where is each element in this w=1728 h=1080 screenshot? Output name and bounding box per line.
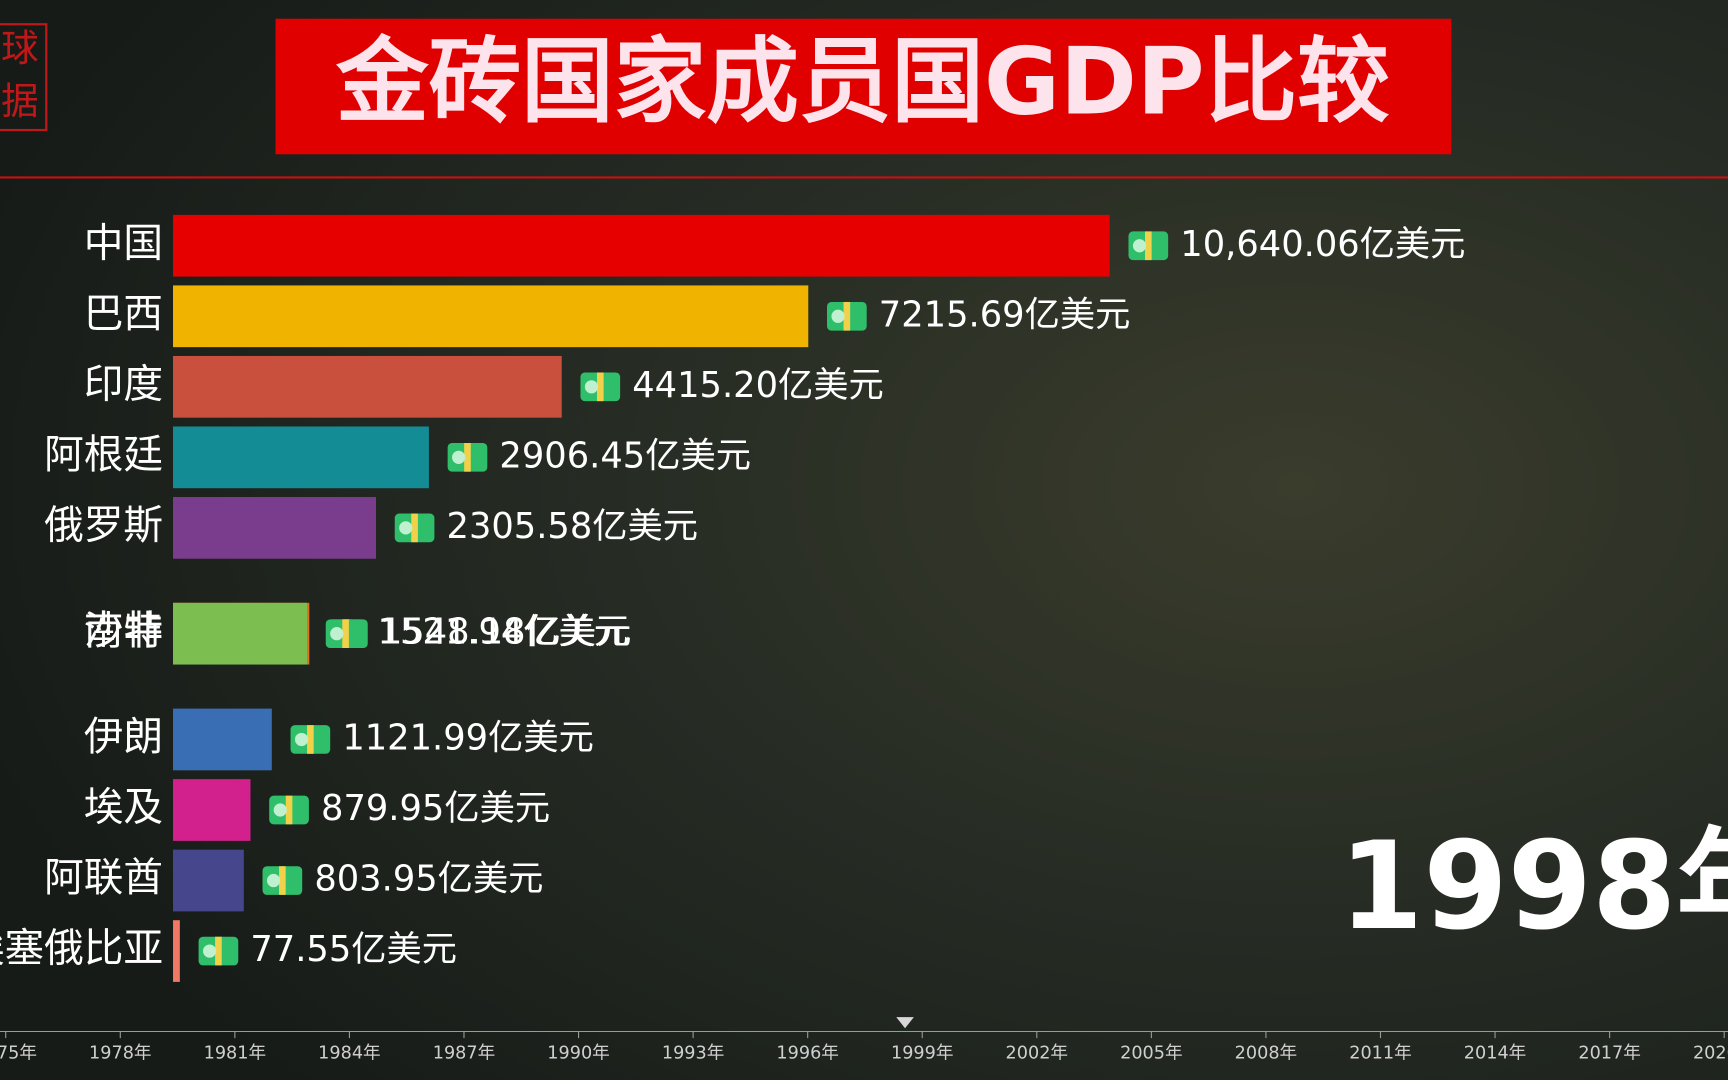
value-label: 1548.18亿美元 xyxy=(380,612,632,653)
timeline-tick-label: 1999年 xyxy=(891,1043,953,1064)
money-icon-coin xyxy=(273,803,287,817)
timeline-pointer xyxy=(896,1017,914,1029)
current-year: 1998年 xyxy=(1339,815,1728,957)
money-icon-coin xyxy=(399,521,413,535)
money-icon-band xyxy=(215,936,222,966)
value-label: 4415.20亿美元 xyxy=(632,365,884,406)
category-label: 阿联酋 xyxy=(44,855,163,901)
bar xyxy=(173,602,308,665)
bar xyxy=(173,355,562,418)
money-icon-band xyxy=(285,795,293,825)
category-label: 阿根廷 xyxy=(44,432,163,478)
timeline-tick-label: 1990年 xyxy=(547,1043,609,1064)
value-label: 1121.99亿美元 xyxy=(342,717,594,758)
money-icon-coin xyxy=(294,732,309,747)
timeline-tick-label: 2017年 xyxy=(1578,1043,1640,1064)
timeline-tick-label: 2002年 xyxy=(1006,1043,1068,1064)
money-icon-coin xyxy=(584,380,599,394)
money-icon-coin xyxy=(202,944,217,958)
value-label: 879.95亿美元 xyxy=(321,788,550,829)
timeline-tick-label: 2020年 xyxy=(1693,1043,1728,1064)
value-label: 803.95亿美元 xyxy=(314,859,543,900)
bar xyxy=(173,214,1110,277)
timeline-tick-label: 1996年 xyxy=(776,1043,838,1064)
category-label: 南非 xyxy=(84,608,163,654)
money-icon-coin xyxy=(452,450,466,464)
timeline-tick-label: 1984年 xyxy=(318,1043,380,1064)
value-label: 7215.69亿美元 xyxy=(879,294,1131,335)
money-icon-band xyxy=(596,372,604,402)
logo-text: 球 xyxy=(1,26,38,70)
money-icon-coin xyxy=(1132,239,1147,253)
chart-title: 金砖国家成员国GDP比较 xyxy=(335,28,1390,136)
timeline-tick-label: 1978年 xyxy=(89,1043,151,1064)
money-icon-band xyxy=(411,513,418,543)
category-label: 中国 xyxy=(84,220,163,266)
bar xyxy=(173,920,180,982)
bar xyxy=(173,285,809,348)
value-label: 1521.94亿美元 xyxy=(378,612,630,653)
bar xyxy=(173,779,251,841)
category-label: 巴西 xyxy=(84,291,163,337)
category-label: 印度 xyxy=(84,361,163,407)
timeline-tick-label: 1987年 xyxy=(433,1043,495,1064)
money-icon-coin xyxy=(266,873,281,888)
title-box xyxy=(275,18,1452,155)
money-icon-band xyxy=(279,866,286,895)
bar xyxy=(173,497,377,559)
money-icon-coin xyxy=(330,627,344,641)
value-label: 2305.58亿美元 xyxy=(447,506,699,547)
timeline-tick-label: 2011年 xyxy=(1349,1043,1411,1064)
money-icon-coin xyxy=(831,309,845,323)
timeline-tick-label: 2008年 xyxy=(1235,1043,1297,1064)
bar xyxy=(173,708,272,771)
logo-frame xyxy=(0,23,48,132)
category-label: 伊朗 xyxy=(84,714,163,760)
bar xyxy=(173,426,429,489)
bar xyxy=(173,849,244,912)
timeline-tick-label: 1993年 xyxy=(662,1043,724,1064)
value-label: 77.55亿美元 xyxy=(250,929,457,970)
value-label: 10,640.06亿美元 xyxy=(1180,224,1465,265)
value-label: 2906.45亿美元 xyxy=(499,435,751,476)
category-label: 俄罗斯 xyxy=(44,502,163,548)
logo-text: 据 xyxy=(1,79,38,123)
money-icon-band xyxy=(342,619,349,648)
money-icon-band xyxy=(464,443,471,472)
category-label: 埃塞俄比亚 xyxy=(0,926,163,972)
category-label: 埃及 xyxy=(84,785,163,831)
category-label: 沙特 xyxy=(84,608,163,654)
money-icon-band xyxy=(1145,231,1152,261)
money-icon-band xyxy=(307,725,314,754)
timeline-tick-label: 2005年 xyxy=(1120,1043,1182,1064)
timeline-tick-label: 1981年 xyxy=(204,1043,266,1064)
timeline-tick-label: 2014年 xyxy=(1464,1043,1526,1064)
money-icon-band xyxy=(843,301,851,331)
timeline-tick-label: 1975年 xyxy=(0,1043,37,1064)
